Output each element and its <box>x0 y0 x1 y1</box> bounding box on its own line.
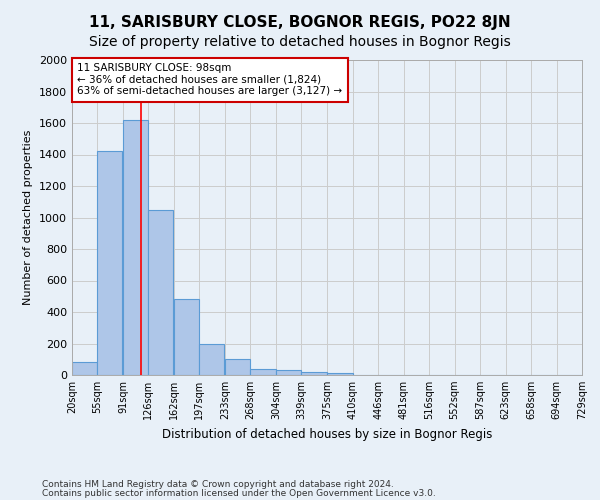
Bar <box>123 120 148 375</box>
Bar <box>250 368 275 375</box>
Bar <box>276 370 301 375</box>
Text: Contains public sector information licensed under the Open Government Licence v3: Contains public sector information licen… <box>42 488 436 498</box>
Bar <box>199 344 224 375</box>
Bar <box>148 210 173 375</box>
Text: Contains HM Land Registry data © Crown copyright and database right 2024.: Contains HM Land Registry data © Crown c… <box>42 480 394 489</box>
Bar <box>225 359 250 375</box>
Bar <box>97 152 122 375</box>
Text: Size of property relative to detached houses in Bognor Regis: Size of property relative to detached ho… <box>89 35 511 49</box>
Text: 11, SARISBURY CLOSE, BOGNOR REGIS, PO22 8JN: 11, SARISBURY CLOSE, BOGNOR REGIS, PO22 … <box>89 15 511 30</box>
Bar <box>72 362 97 375</box>
Bar <box>328 372 353 375</box>
X-axis label: Distribution of detached houses by size in Bognor Regis: Distribution of detached houses by size … <box>162 428 492 440</box>
Text: 11 SARISBURY CLOSE: 98sqm
← 36% of detached houses are smaller (1,824)
63% of se: 11 SARISBURY CLOSE: 98sqm ← 36% of detac… <box>77 63 343 96</box>
Bar <box>301 372 326 375</box>
Y-axis label: Number of detached properties: Number of detached properties <box>23 130 34 305</box>
Bar <box>174 300 199 375</box>
